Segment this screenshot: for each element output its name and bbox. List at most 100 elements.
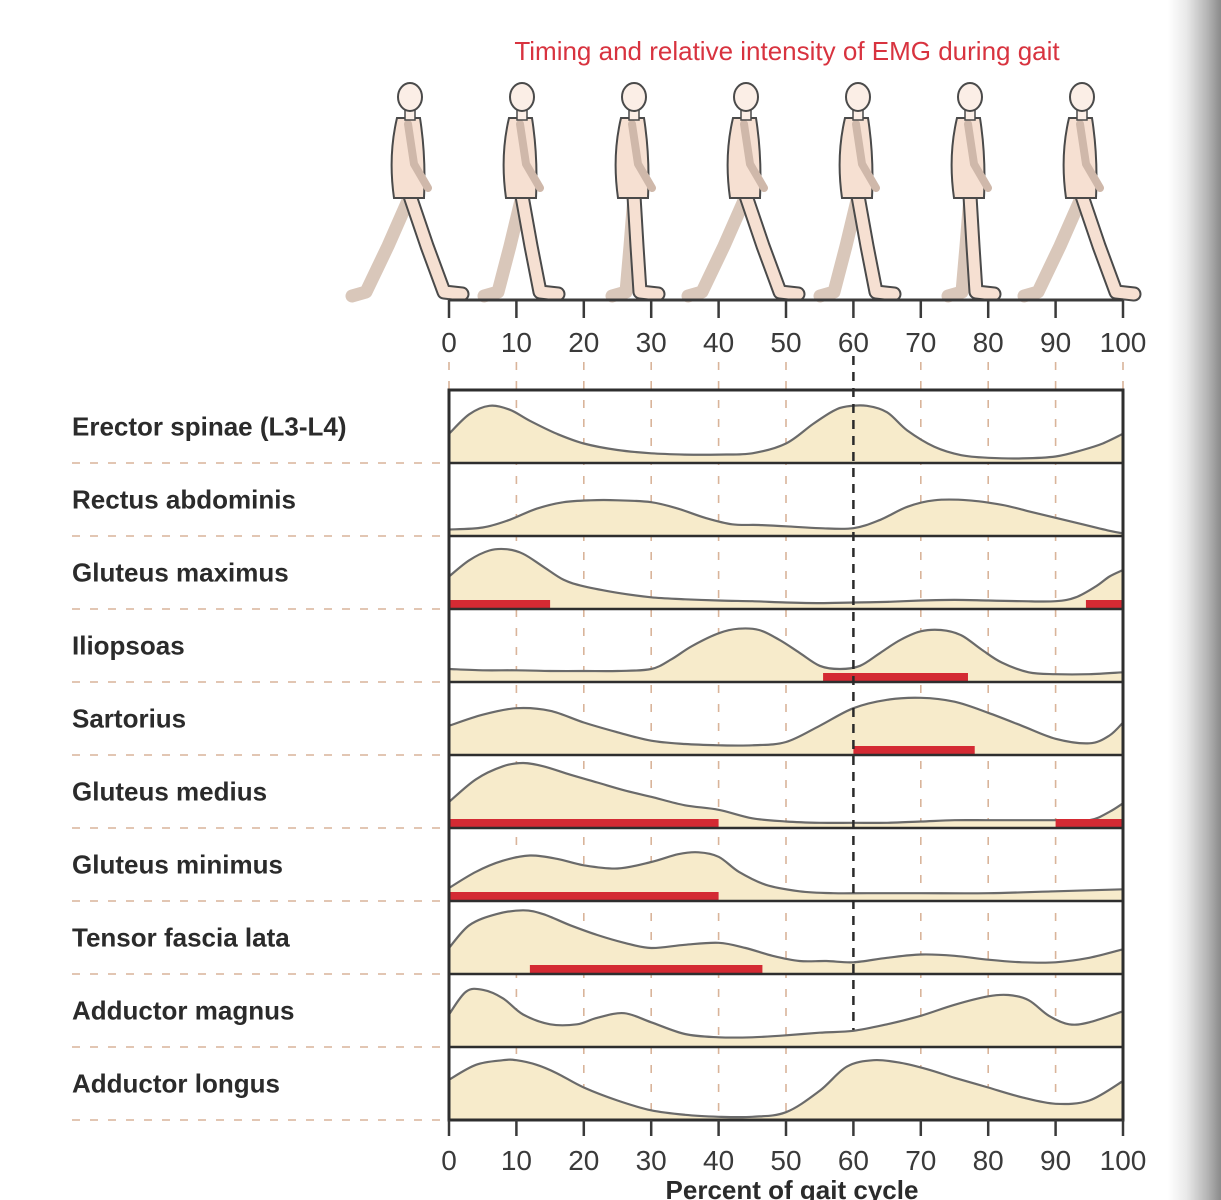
torso: [502, 117, 538, 199]
emg-area: [449, 697, 1123, 755]
head: [957, 82, 983, 112]
emg-curve: [448, 851, 1124, 895]
arm: [1076, 120, 1104, 192]
active-bar: [1085, 600, 1123, 608]
top-tick-label: 0: [441, 327, 457, 358]
active-bar: [1055, 819, 1123, 827]
muscle-label: Sartorius: [72, 704, 186, 734]
emg-curve: [448, 987, 1124, 1039]
top-tick-label: 20: [568, 327, 599, 358]
muscle-label: Adductor longus: [72, 1069, 280, 1099]
walking-figure: [681, 82, 806, 303]
chart-title: Timing and relative intensity of EMG dur…: [514, 36, 1060, 66]
emg-curve: [448, 696, 1124, 747]
active-bar: [853, 746, 975, 754]
torso: [1062, 117, 1098, 199]
front-leg-fill: [404, 190, 468, 300]
emg-curve: [448, 1058, 1124, 1119]
muscle-row: Adductor longus: [72, 1058, 1124, 1122]
active-bar: [449, 819, 719, 827]
emg-curve: [448, 909, 1124, 964]
emg-curve: [448, 761, 1124, 824]
muscle-label: Gluteus medius: [72, 777, 267, 807]
muscle-row: Gluteus minimus: [72, 850, 1124, 903]
muscle-label: Adductor magnus: [72, 996, 294, 1026]
top-tick-label: 100: [1100, 327, 1147, 358]
front-leg-fill: [852, 190, 900, 300]
arm: [740, 120, 768, 192]
back-leg: [813, 189, 865, 303]
muscle-label: Iliopsoas: [72, 631, 185, 661]
muscle-row: Iliopsoas: [72, 627, 1124, 684]
top-tick-label: 30: [636, 327, 667, 358]
muscle-row: Erector spinae (L3-L4): [72, 404, 1124, 465]
bottom-tick-label: 80: [973, 1145, 1004, 1176]
emg-area: [449, 763, 1123, 828]
torso: [390, 117, 426, 199]
walking-figure: [813, 82, 902, 303]
bottom-axis: 0 10 20 30 40 50 60 70 80 90 100: [441, 1120, 1146, 1176]
active-bar: [823, 673, 968, 681]
emg-area: [449, 988, 1123, 1047]
emg-area: [449, 405, 1123, 463]
active-bar: [529, 965, 763, 973]
top-axis: 0 10 20 30 40 50 60 70 80 90 100: [441, 298, 1147, 358]
head: [733, 82, 759, 112]
front-leg-fill: [516, 190, 564, 300]
walking-figure: [605, 82, 666, 303]
bottom-tick-label: 30: [636, 1145, 667, 1176]
top-tick-label: 50: [770, 327, 801, 358]
top-tick-label: 60: [838, 327, 869, 358]
x-axis-label: Percent of gait cycle: [666, 1175, 919, 1200]
top-tick-label: 10: [501, 327, 532, 358]
muscle-label: Tensor fascia lata: [72, 923, 290, 953]
bottom-tick-label: 50: [770, 1145, 801, 1176]
walking-figure: [1017, 82, 1142, 303]
head: [1069, 82, 1095, 112]
walking-figure: [941, 82, 1002, 303]
emg-area: [449, 628, 1123, 682]
back-leg: [1017, 189, 1089, 303]
top-tick-label: 90: [1040, 327, 1071, 358]
back-leg: [345, 189, 417, 303]
front-leg-fill: [628, 190, 664, 300]
top-tick-label: 70: [905, 327, 936, 358]
page-edge-shadow: [1168, 0, 1221, 1200]
muscle-row: Rectus abdominis: [72, 485, 1124, 538]
emg-curve: [448, 547, 1124, 605]
muscle-row: Gluteus medius: [72, 761, 1124, 830]
active-bar: [449, 600, 551, 608]
arm: [404, 120, 432, 192]
torso: [614, 117, 650, 199]
emg-curve: [448, 498, 1124, 535]
muscle-rows: Erector spinae (L3-L4) Rectus abdominis Gl…: [72, 404, 1124, 1122]
torso: [950, 117, 986, 199]
muscle-row: Adductor magnus: [72, 987, 1124, 1049]
muscle-label: Erector spinae (L3-L4): [72, 412, 347, 442]
walking-figure: [477, 82, 566, 303]
muscle-label: Gluteus maximus: [72, 558, 289, 588]
emg-curve: [448, 404, 1124, 460]
bottom-tick-label: 40: [703, 1145, 734, 1176]
bottom-tick-label: 0: [441, 1145, 457, 1176]
front-leg-fill: [964, 190, 1000, 300]
arm: [516, 120, 544, 192]
back-leg: [477, 189, 529, 303]
walking-figure: [345, 82, 470, 303]
torso: [726, 117, 762, 199]
bottom-tick-label: 70: [905, 1145, 936, 1176]
bottom-tick-label: 100: [1100, 1145, 1147, 1176]
muscle-row: Sartorius: [72, 696, 1124, 757]
bottom-tick-label: 90: [1040, 1145, 1071, 1176]
muscle-row: Gluteus maximus: [72, 547, 1124, 611]
torso: [838, 117, 874, 199]
back-leg: [681, 189, 753, 303]
top-tick-label: 80: [973, 327, 1004, 358]
emg-area: [449, 548, 1123, 609]
bottom-tick-label: 60: [838, 1145, 869, 1176]
head: [397, 82, 423, 112]
head: [845, 82, 871, 112]
emg-area: [449, 1059, 1123, 1120]
emg-area: [449, 852, 1123, 901]
